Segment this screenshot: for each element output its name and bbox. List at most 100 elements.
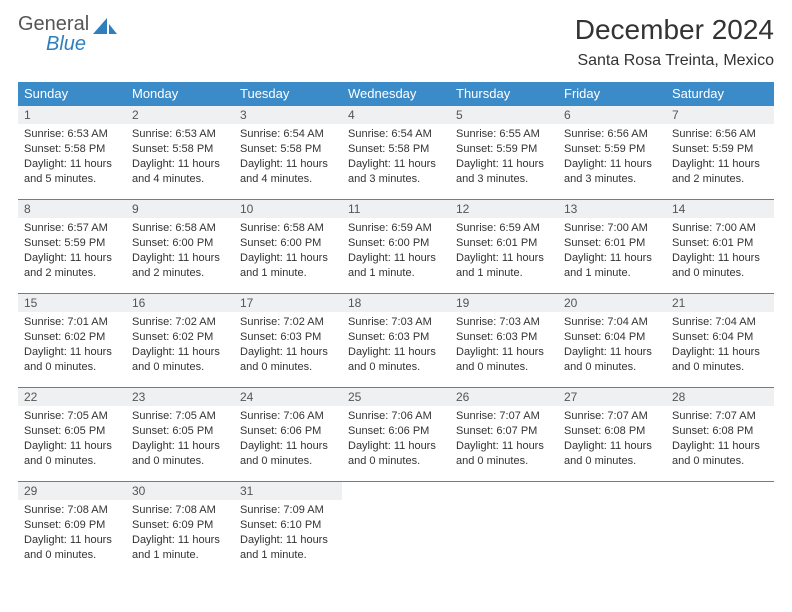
weekday-header: Tuesday xyxy=(234,82,342,106)
calendar-row: 22Sunrise: 7:05 AMSunset: 6:05 PMDayligh… xyxy=(18,388,774,482)
cell-body: Sunrise: 7:08 AMSunset: 6:09 PMDaylight:… xyxy=(126,500,234,562)
cell-body: Sunrise: 6:53 AMSunset: 5:58 PMDaylight:… xyxy=(18,124,126,186)
day-number: 8 xyxy=(18,200,126,218)
daylight-text: Daylight: 11 hours and 3 minutes. xyxy=(456,157,552,187)
calendar-cell: 7Sunrise: 6:56 AMSunset: 5:59 PMDaylight… xyxy=(666,106,774,200)
calendar-cell: 26Sunrise: 7:07 AMSunset: 6:07 PMDayligh… xyxy=(450,388,558,482)
calendar-cell: 12Sunrise: 6:59 AMSunset: 6:01 PMDayligh… xyxy=(450,200,558,294)
sunrise-text: Sunrise: 6:54 AM xyxy=(348,127,444,142)
cell-body: Sunrise: 7:07 AMSunset: 6:08 PMDaylight:… xyxy=(666,406,774,468)
calendar-cell xyxy=(666,482,774,576)
day-number: 28 xyxy=(666,388,774,406)
daylight-text: Daylight: 11 hours and 0 minutes. xyxy=(456,345,552,375)
calendar-cell: 11Sunrise: 6:59 AMSunset: 6:00 PMDayligh… xyxy=(342,200,450,294)
daylight-text: Daylight: 11 hours and 2 minutes. xyxy=(132,251,228,281)
sunset-text: Sunset: 5:59 PM xyxy=(564,142,660,157)
calendar-cell: 13Sunrise: 7:00 AMSunset: 6:01 PMDayligh… xyxy=(558,200,666,294)
cell-body: Sunrise: 7:05 AMSunset: 6:05 PMDaylight:… xyxy=(126,406,234,468)
calendar-cell: 20Sunrise: 7:04 AMSunset: 6:04 PMDayligh… xyxy=(558,294,666,388)
cell-body: Sunrise: 6:55 AMSunset: 5:59 PMDaylight:… xyxy=(450,124,558,186)
sunrise-text: Sunrise: 7:04 AM xyxy=(564,315,660,330)
day-number: 5 xyxy=(450,106,558,124)
sunset-text: Sunset: 6:10 PM xyxy=(240,518,336,533)
cell-body: Sunrise: 7:01 AMSunset: 6:02 PMDaylight:… xyxy=(18,312,126,374)
day-number: 25 xyxy=(342,388,450,406)
sunset-text: Sunset: 6:01 PM xyxy=(456,236,552,251)
day-number: 7 xyxy=(666,106,774,124)
daylight-text: Daylight: 11 hours and 2 minutes. xyxy=(24,251,120,281)
sunset-text: Sunset: 6:02 PM xyxy=(24,330,120,345)
sunset-text: Sunset: 6:00 PM xyxy=(240,236,336,251)
sunset-text: Sunset: 6:01 PM xyxy=(672,236,768,251)
cell-body: Sunrise: 6:53 AMSunset: 5:58 PMDaylight:… xyxy=(126,124,234,186)
sunrise-text: Sunrise: 7:05 AM xyxy=(132,409,228,424)
logo-text-blue: Blue xyxy=(46,34,86,54)
sunrise-text: Sunrise: 7:09 AM xyxy=(240,503,336,518)
sunrise-text: Sunrise: 7:07 AM xyxy=(456,409,552,424)
cell-body: Sunrise: 7:07 AMSunset: 6:07 PMDaylight:… xyxy=(450,406,558,468)
day-number: 15 xyxy=(18,294,126,312)
cell-body: Sunrise: 7:03 AMSunset: 6:03 PMDaylight:… xyxy=(342,312,450,374)
daylight-text: Daylight: 11 hours and 0 minutes. xyxy=(348,439,444,469)
cell-body: Sunrise: 6:56 AMSunset: 5:59 PMDaylight:… xyxy=(558,124,666,186)
daylight-text: Daylight: 11 hours and 0 minutes. xyxy=(672,345,768,375)
cell-body: Sunrise: 7:00 AMSunset: 6:01 PMDaylight:… xyxy=(666,218,774,280)
sunrise-text: Sunrise: 7:00 AM xyxy=(564,221,660,236)
daylight-text: Daylight: 11 hours and 0 minutes. xyxy=(672,251,768,281)
day-number: 14 xyxy=(666,200,774,218)
cell-body: Sunrise: 7:04 AMSunset: 6:04 PMDaylight:… xyxy=(666,312,774,374)
cell-body: Sunrise: 7:04 AMSunset: 6:04 PMDaylight:… xyxy=(558,312,666,374)
daylight-text: Daylight: 11 hours and 1 minute. xyxy=(456,251,552,281)
sunset-text: Sunset: 6:04 PM xyxy=(672,330,768,345)
daylight-text: Daylight: 11 hours and 0 minutes. xyxy=(240,439,336,469)
sunrise-text: Sunrise: 6:53 AM xyxy=(132,127,228,142)
calendar-row: 8Sunrise: 6:57 AMSunset: 5:59 PMDaylight… xyxy=(18,200,774,294)
sunrise-text: Sunrise: 6:59 AM xyxy=(348,221,444,236)
day-number: 31 xyxy=(234,482,342,500)
header: General Blue December 2024 Santa Rosa Tr… xyxy=(18,14,774,70)
day-number: 19 xyxy=(450,294,558,312)
sunset-text: Sunset: 5:59 PM xyxy=(24,236,120,251)
cell-body: Sunrise: 7:02 AMSunset: 6:03 PMDaylight:… xyxy=(234,312,342,374)
sunrise-text: Sunrise: 7:03 AM xyxy=(456,315,552,330)
cell-body: Sunrise: 7:03 AMSunset: 6:03 PMDaylight:… xyxy=(450,312,558,374)
sunrise-text: Sunrise: 7:08 AM xyxy=(132,503,228,518)
cell-body: Sunrise: 6:57 AMSunset: 5:59 PMDaylight:… xyxy=(18,218,126,280)
calendar-cell: 29Sunrise: 7:08 AMSunset: 6:09 PMDayligh… xyxy=(18,482,126,576)
day-number: 21 xyxy=(666,294,774,312)
cell-body: Sunrise: 6:54 AMSunset: 5:58 PMDaylight:… xyxy=(342,124,450,186)
day-number: 12 xyxy=(450,200,558,218)
calendar-cell: 21Sunrise: 7:04 AMSunset: 6:04 PMDayligh… xyxy=(666,294,774,388)
sunrise-text: Sunrise: 6:58 AM xyxy=(240,221,336,236)
day-number: 22 xyxy=(18,388,126,406)
daylight-text: Daylight: 11 hours and 3 minutes. xyxy=(564,157,660,187)
daylight-text: Daylight: 11 hours and 0 minutes. xyxy=(564,439,660,469)
day-number: 9 xyxy=(126,200,234,218)
calendar-cell xyxy=(450,482,558,576)
calendar-cell: 15Sunrise: 7:01 AMSunset: 6:02 PMDayligh… xyxy=(18,294,126,388)
sunset-text: Sunset: 5:59 PM xyxy=(456,142,552,157)
weekday-header: Friday xyxy=(558,82,666,106)
cell-body: Sunrise: 7:00 AMSunset: 6:01 PMDaylight:… xyxy=(558,218,666,280)
calendar-cell: 5Sunrise: 6:55 AMSunset: 5:59 PMDaylight… xyxy=(450,106,558,200)
cell-body: Sunrise: 7:06 AMSunset: 6:06 PMDaylight:… xyxy=(234,406,342,468)
calendar-row: 1Sunrise: 6:53 AMSunset: 5:58 PMDaylight… xyxy=(18,106,774,200)
day-number: 11 xyxy=(342,200,450,218)
sunset-text: Sunset: 6:06 PM xyxy=(240,424,336,439)
sunrise-text: Sunrise: 6:54 AM xyxy=(240,127,336,142)
sunrise-text: Sunrise: 7:04 AM xyxy=(672,315,768,330)
calendar-cell: 10Sunrise: 6:58 AMSunset: 6:00 PMDayligh… xyxy=(234,200,342,294)
weekday-header: Saturday xyxy=(666,82,774,106)
daylight-text: Daylight: 11 hours and 0 minutes. xyxy=(240,345,336,375)
calendar-cell: 23Sunrise: 7:05 AMSunset: 6:05 PMDayligh… xyxy=(126,388,234,482)
weekday-header-row: Sunday Monday Tuesday Wednesday Thursday… xyxy=(18,82,774,106)
weekday-header: Wednesday xyxy=(342,82,450,106)
day-number: 10 xyxy=(234,200,342,218)
daylight-text: Daylight: 11 hours and 0 minutes. xyxy=(564,345,660,375)
day-number: 2 xyxy=(126,106,234,124)
title-block: December 2024 Santa Rosa Treinta, Mexico xyxy=(575,14,774,70)
day-number: 30 xyxy=(126,482,234,500)
calendar-cell: 22Sunrise: 7:05 AMSunset: 6:05 PMDayligh… xyxy=(18,388,126,482)
cell-body: Sunrise: 7:08 AMSunset: 6:09 PMDaylight:… xyxy=(18,500,126,562)
calendar-cell: 1Sunrise: 6:53 AMSunset: 5:58 PMDaylight… xyxy=(18,106,126,200)
